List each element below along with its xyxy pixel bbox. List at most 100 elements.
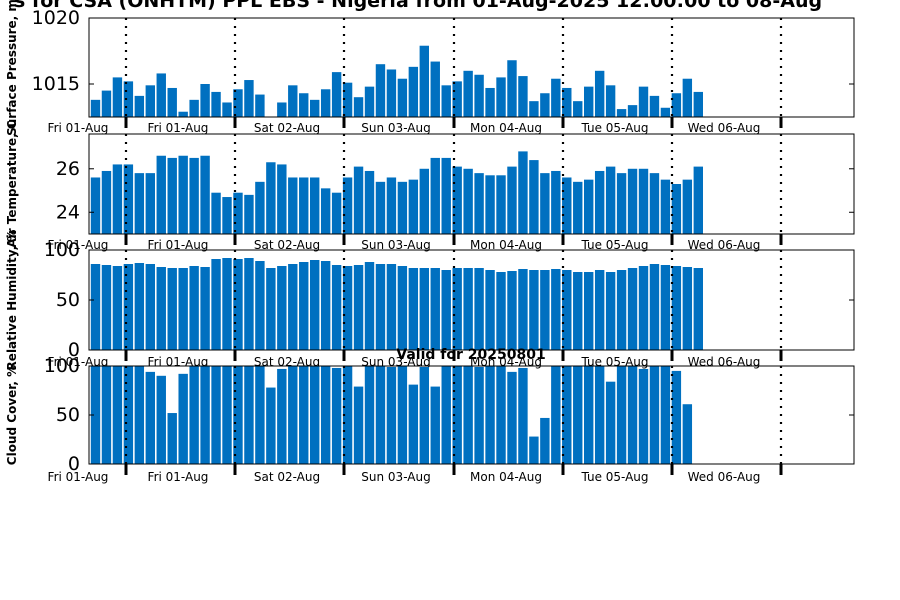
bar (211, 91, 221, 117)
bar (123, 264, 134, 350)
bar (474, 366, 484, 464)
bar (605, 272, 616, 350)
x-tick-label: Fri 01-Aug (148, 355, 209, 369)
x-tick-label: Mon 04-Aug (470, 238, 542, 252)
bar (573, 101, 583, 117)
bar (627, 168, 638, 234)
bar (441, 270, 451, 350)
bar (101, 265, 112, 350)
bar (222, 102, 232, 117)
bar (200, 155, 210, 234)
bar (649, 95, 660, 117)
x-tick-label: Fri 01-Aug (48, 121, 109, 135)
bar (320, 89, 331, 117)
bar (299, 262, 309, 350)
bar (529, 270, 539, 350)
bar (397, 181, 408, 234)
bar (178, 111, 188, 117)
bar (682, 78, 693, 117)
bar (375, 366, 386, 464)
bar (386, 69, 397, 117)
y-tick-label: 100 (44, 355, 80, 377)
bar (331, 265, 342, 350)
bar (507, 271, 517, 350)
bar (551, 269, 561, 350)
bar (255, 94, 265, 117)
bar (233, 366, 243, 464)
bar (649, 173, 660, 234)
bar (178, 155, 188, 234)
plot-frame (88, 133, 855, 235)
bar (529, 101, 539, 117)
bar (430, 386, 440, 464)
x-tick-label: Tue 05-Aug (580, 470, 648, 484)
bar (430, 61, 440, 117)
bar (682, 179, 693, 234)
bar (156, 267, 166, 350)
bar (244, 80, 254, 117)
bar (353, 166, 364, 234)
bar (682, 404, 693, 464)
x-tick-label: Wed 06-Aug (688, 238, 761, 252)
bar (233, 259, 243, 350)
bar (189, 99, 199, 117)
bar (375, 181, 386, 234)
plot-frame (88, 17, 855, 118)
bar (189, 366, 199, 464)
bar (211, 259, 221, 350)
bar (562, 270, 572, 350)
y-tick-label: 26 (56, 158, 80, 180)
bar (671, 266, 682, 350)
bar (507, 60, 517, 117)
bar (167, 87, 177, 117)
bar (638, 86, 649, 117)
bar (288, 85, 298, 117)
bar (529, 436, 539, 464)
bar (320, 188, 331, 234)
bar (222, 258, 232, 350)
bar (90, 366, 101, 464)
x-tick-label: Wed 06-Aug (688, 470, 761, 484)
bar (430, 268, 440, 350)
x-tick-label: Tue 05-Aug (580, 121, 648, 135)
bar (485, 175, 495, 234)
bar (594, 170, 605, 234)
bar (123, 164, 134, 234)
bar (200, 267, 210, 350)
x-tick-label: Fri 01-Aug (148, 238, 209, 252)
x-tick-label: Tue 05-Aug (580, 238, 648, 252)
bar (310, 260, 320, 350)
bar (331, 72, 342, 117)
bar (463, 168, 473, 234)
y-tick-label: 1020 (32, 7, 80, 29)
bar (551, 366, 561, 464)
bar (200, 366, 210, 464)
bar (255, 366, 265, 464)
bar (485, 270, 495, 350)
bar (671, 184, 682, 234)
bar (134, 95, 145, 117)
x-tick-label: Fri 01-Aug (148, 121, 209, 135)
bar (485, 366, 495, 464)
bar (353, 97, 364, 117)
bar (551, 78, 561, 117)
bar (605, 166, 616, 234)
chart-panels: 1015 1020 Fri 01-Aug Fri 01-Aug Sat 02-Aug Su… (5, 0, 855, 484)
x-tick-label: Fri 01-Aug (48, 238, 109, 252)
bar (419, 168, 429, 234)
bar (562, 177, 572, 234)
bar (518, 151, 528, 234)
bar (408, 268, 419, 350)
bar (299, 93, 309, 117)
bar (693, 91, 703, 117)
bar (342, 177, 353, 234)
y-tick-label: 1015 (32, 73, 80, 95)
bar (211, 366, 221, 464)
bar (671, 93, 682, 117)
bar (584, 366, 594, 464)
bar (145, 85, 155, 117)
bar (616, 173, 627, 234)
bar (288, 366, 298, 464)
bar (211, 192, 221, 234)
